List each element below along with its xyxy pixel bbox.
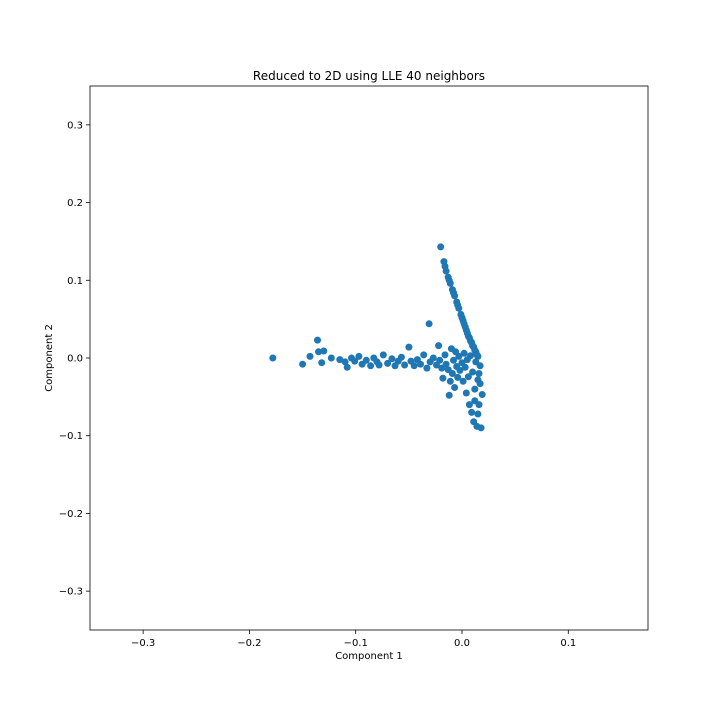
data-point (459, 377, 467, 385)
data-point (420, 351, 428, 359)
data-point (379, 351, 387, 359)
data-point (450, 289, 457, 297)
y-tick-label: 0.1 (67, 276, 83, 287)
data-point (269, 354, 277, 362)
data-point (475, 370, 483, 377)
chart-title: Reduced to 2D using LLE 40 neighbors (253, 69, 485, 83)
data-point (456, 366, 464, 374)
data-point (410, 362, 418, 370)
data-point (461, 363, 469, 371)
x-tick-label: 0.1 (560, 638, 576, 649)
data-point (476, 380, 484, 388)
y-tick-label: 0.0 (67, 354, 83, 365)
data-point (320, 347, 328, 355)
data-point (469, 342, 477, 350)
data-point (384, 359, 392, 367)
data-point (437, 243, 445, 251)
data-point (327, 354, 335, 362)
data-point (314, 336, 321, 344)
data-point (471, 385, 479, 393)
data-point (450, 356, 457, 364)
data-point (454, 373, 462, 381)
x-tick-label: 0.0 (454, 638, 470, 649)
data-point (451, 384, 459, 391)
x-tick-label: −0.2 (237, 638, 261, 649)
data-point (367, 362, 375, 370)
data-point (336, 356, 344, 364)
data-point (473, 351, 481, 359)
y-tick-label: 0.2 (67, 198, 83, 209)
data-point (341, 358, 349, 366)
data-point (445, 276, 453, 284)
data-point (469, 368, 477, 376)
data-point (435, 342, 443, 350)
data-point (468, 408, 476, 416)
data-point (425, 320, 433, 328)
data-point (460, 349, 468, 357)
data-point (397, 353, 405, 361)
data-point (448, 370, 456, 377)
data-point (441, 262, 449, 270)
data-point (343, 363, 351, 371)
data-point (477, 424, 485, 432)
x-axis: −0.3 −0.2 −0.1 0.0 0.1 (131, 630, 576, 649)
data-point (429, 354, 437, 362)
y-axis-label: Component 2 (44, 324, 55, 392)
data-point (471, 397, 479, 405)
y-tick-label: −0.3 (59, 587, 83, 598)
data-point (351, 357, 359, 365)
x-tick-label: −0.3 (131, 638, 155, 649)
data-point (464, 373, 472, 381)
data-point (464, 332, 472, 340)
data-point (439, 374, 447, 382)
data-point (442, 360, 450, 368)
data-point (362, 356, 370, 364)
data-point (388, 355, 396, 363)
data-point (315, 348, 322, 356)
plot-frame (89, 85, 649, 631)
data-point (423, 364, 431, 372)
data-point (478, 391, 486, 398)
data-point (465, 401, 473, 409)
data-point (299, 360, 307, 368)
data-point (318, 359, 326, 367)
data-point (355, 352, 363, 360)
x-tick-label: −0.1 (344, 638, 368, 649)
y-axis: −0.3 −0.2 −0.1 0.0 0.1 0.2 0.3 (59, 120, 90, 598)
y-tick-label: −0.1 (59, 431, 83, 442)
data-point (462, 326, 470, 334)
y-tick-label: −0.2 (59, 509, 83, 520)
data-point (306, 352, 314, 360)
data-point (446, 377, 454, 385)
y-tick-label: 0.3 (67, 120, 83, 131)
data-point (375, 361, 383, 369)
data-point (445, 391, 453, 399)
data-point (462, 389, 470, 397)
x-axis-label: Component 1 (335, 651, 403, 662)
data-point (460, 320, 468, 328)
scatter-points (269, 243, 486, 432)
data-point (441, 351, 449, 359)
data-point (436, 356, 444, 364)
data-point (405, 343, 413, 351)
data-point (417, 360, 424, 368)
data-point (458, 314, 466, 322)
data-point (476, 362, 484, 370)
data-point (474, 410, 482, 418)
data-point (454, 301, 462, 309)
data-point (401, 361, 409, 369)
data-point (467, 352, 474, 360)
data-point (455, 352, 463, 360)
